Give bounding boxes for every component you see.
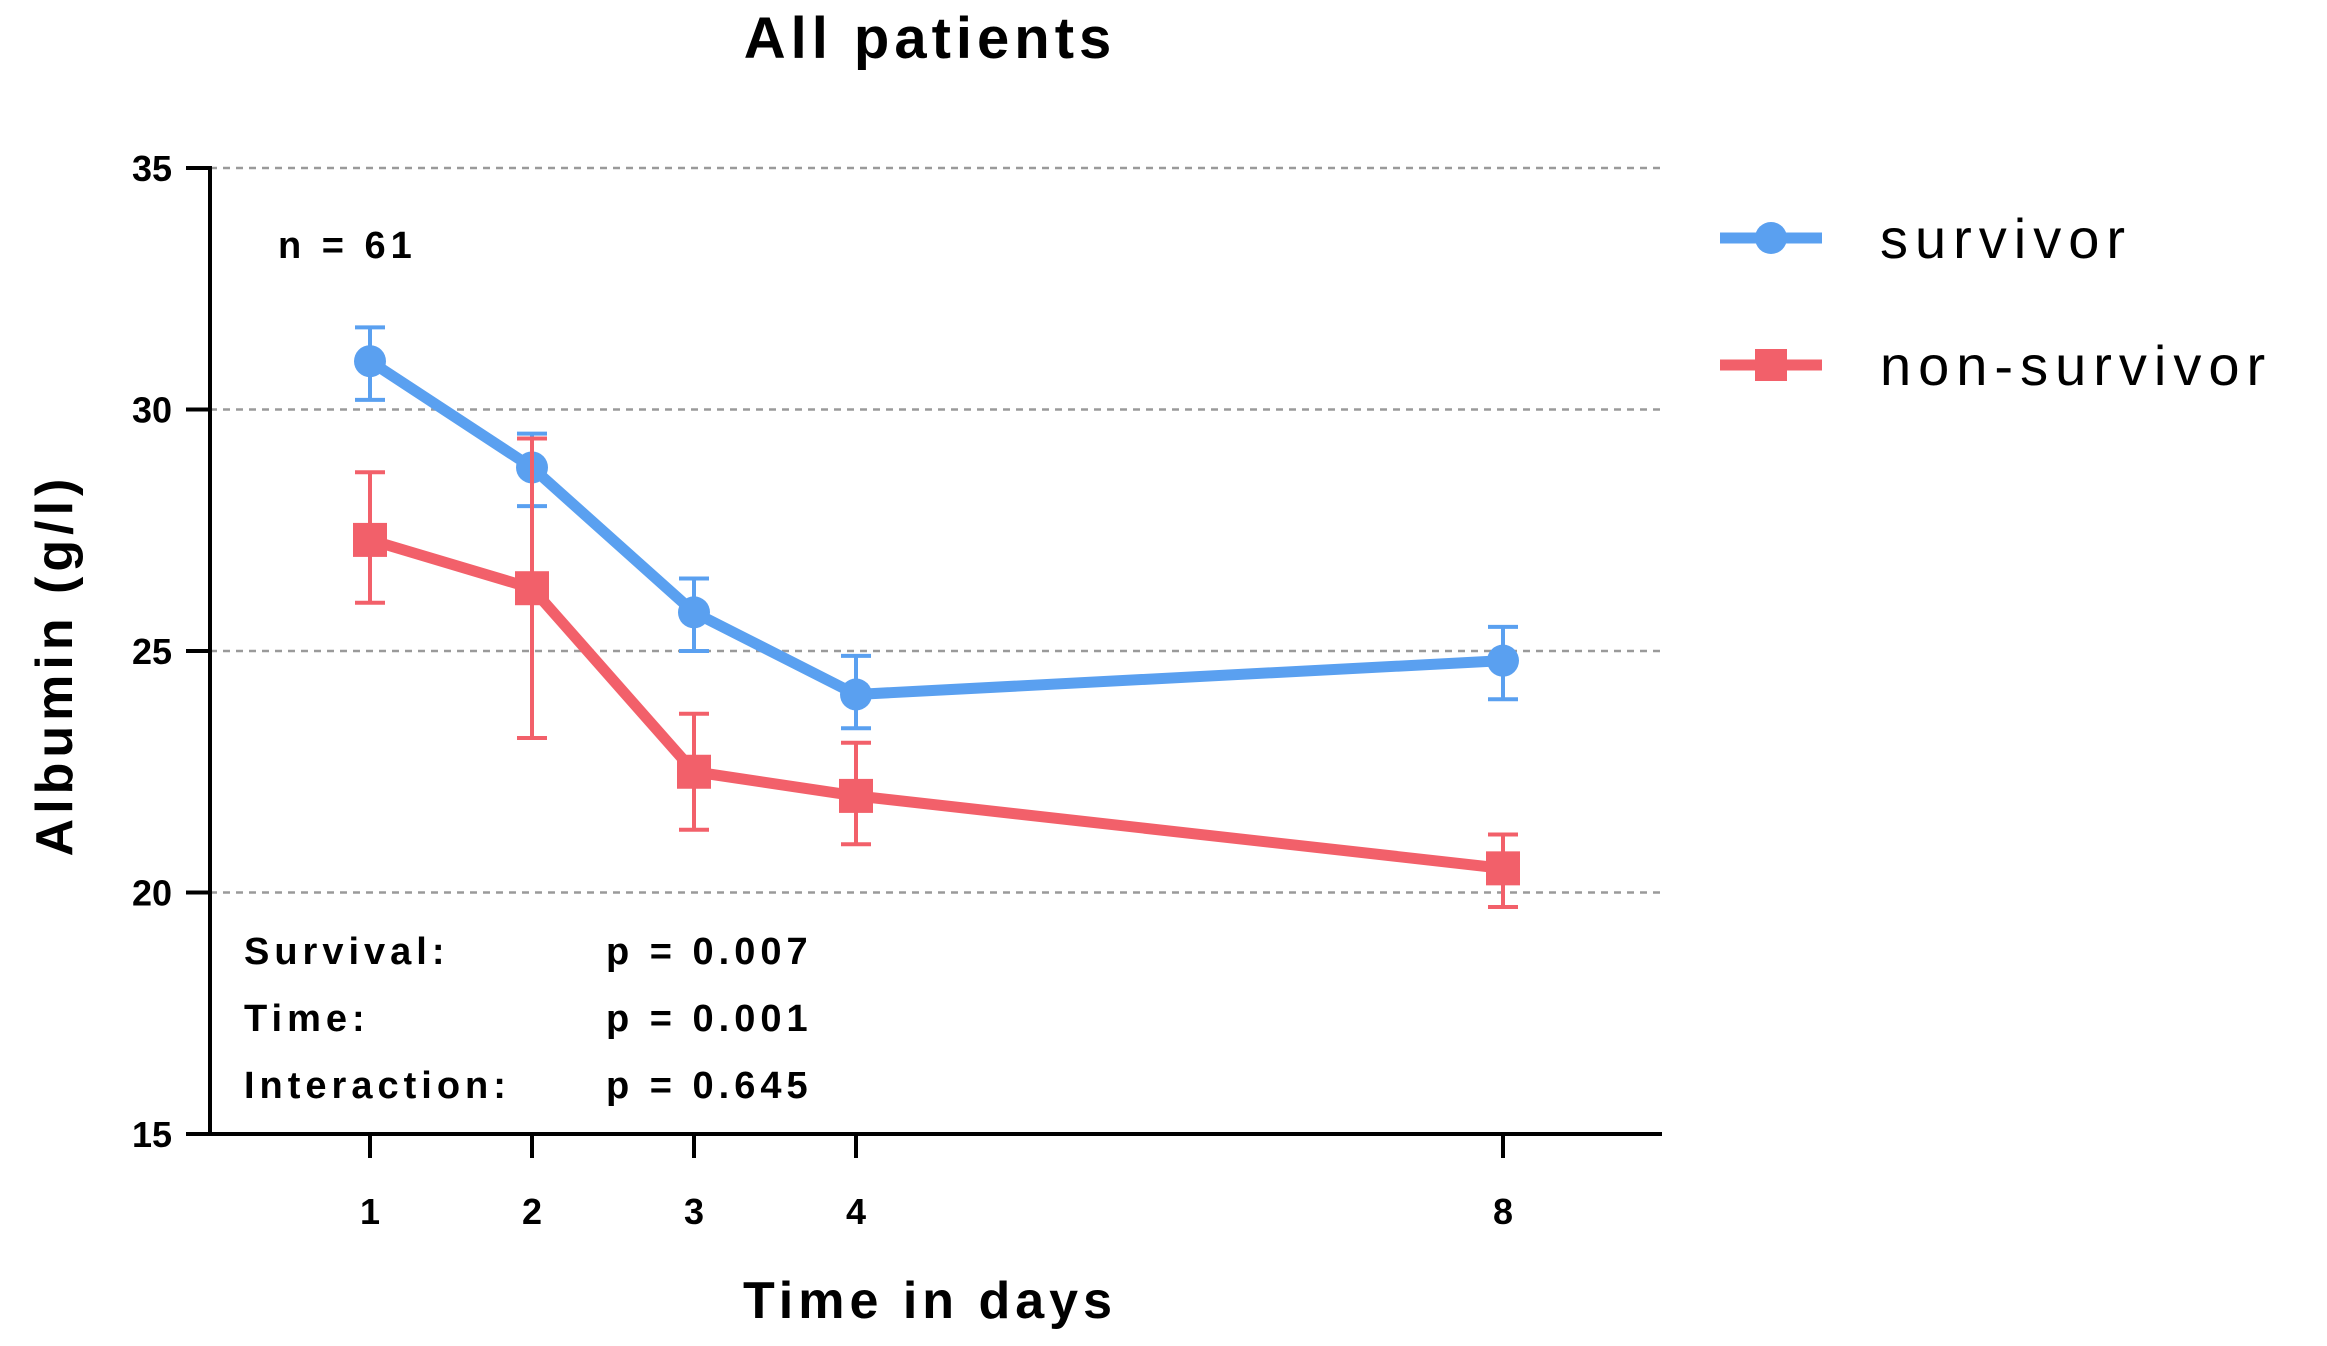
- x-tick-label-2: 2: [522, 1191, 542, 1232]
- y-tick-label-30: 30: [132, 390, 172, 431]
- legend-label-non-survivor: non-survivor: [1880, 334, 2272, 397]
- data-point-non-survivor-2: [515, 571, 549, 606]
- sample-size-label: n = 61: [278, 225, 417, 267]
- x-tick-label-3: 3: [684, 1191, 704, 1232]
- series-survivor: [354, 325, 1519, 731]
- y-tick-label-35: 35: [132, 148, 172, 189]
- stat-value-interaction: p = 0.645: [606, 1065, 813, 1107]
- legend: survivor non-survivor: [1720, 207, 2272, 397]
- stat-label-survival: Survival:: [244, 931, 450, 973]
- stats-annotation: Survival: p = 0.007 Time: p = 0.001 Inte…: [244, 931, 813, 1107]
- series-non-survivor: [353, 436, 1520, 909]
- x-tick-label-4: 4: [846, 1191, 866, 1232]
- grid-lines: [210, 166, 1662, 894]
- data-point-survivor-1: [354, 345, 386, 378]
- y-tick-label-20: 20: [132, 873, 172, 914]
- stat-label-time: Time:: [244, 998, 370, 1040]
- y-axis-title: Albumin (g/l): [26, 474, 84, 857]
- data-point-survivor-3: [678, 596, 710, 629]
- x-tick-label-1: 1: [360, 1191, 380, 1232]
- data-point-survivor-4: [840, 678, 872, 711]
- axes: [208, 166, 1662, 1136]
- series-line-survivor: [366, 356, 1504, 700]
- legend-item-survivor: survivor: [1720, 207, 2132, 270]
- data-series: [353, 325, 1520, 909]
- data-point-survivor-8: [1487, 644, 1519, 677]
- y-tick-label-15: 15: [132, 1114, 172, 1155]
- x-axis-ticks: 1 2 3 4 8: [360, 1134, 1513, 1232]
- legend-item-non-survivor: non-survivor: [1720, 334, 2272, 397]
- chart-title: All patients: [744, 6, 1117, 71]
- stat-value-survival: p = 0.007: [606, 931, 813, 973]
- legend-marker-non-survivor: [1755, 349, 1787, 381]
- x-axis-title: Time in days: [743, 1272, 1117, 1330]
- data-point-non-survivor-4: [839, 778, 873, 813]
- x-tick-label-8: 8: [1493, 1191, 1513, 1232]
- legend-marker-survivor: [1755, 222, 1787, 254]
- data-point-non-survivor-1: [353, 522, 387, 557]
- stat-value-time: p = 0.001: [606, 998, 813, 1040]
- legend-label-survivor: survivor: [1880, 207, 2132, 270]
- data-point-non-survivor-3: [677, 754, 711, 789]
- data-point-non-survivor-8: [1486, 851, 1520, 886]
- y-axis-ticks: 15 20 25 30 35: [132, 148, 210, 1155]
- stat-label-interaction: Interaction:: [244, 1065, 511, 1107]
- y-tick-label-25: 25: [132, 631, 172, 672]
